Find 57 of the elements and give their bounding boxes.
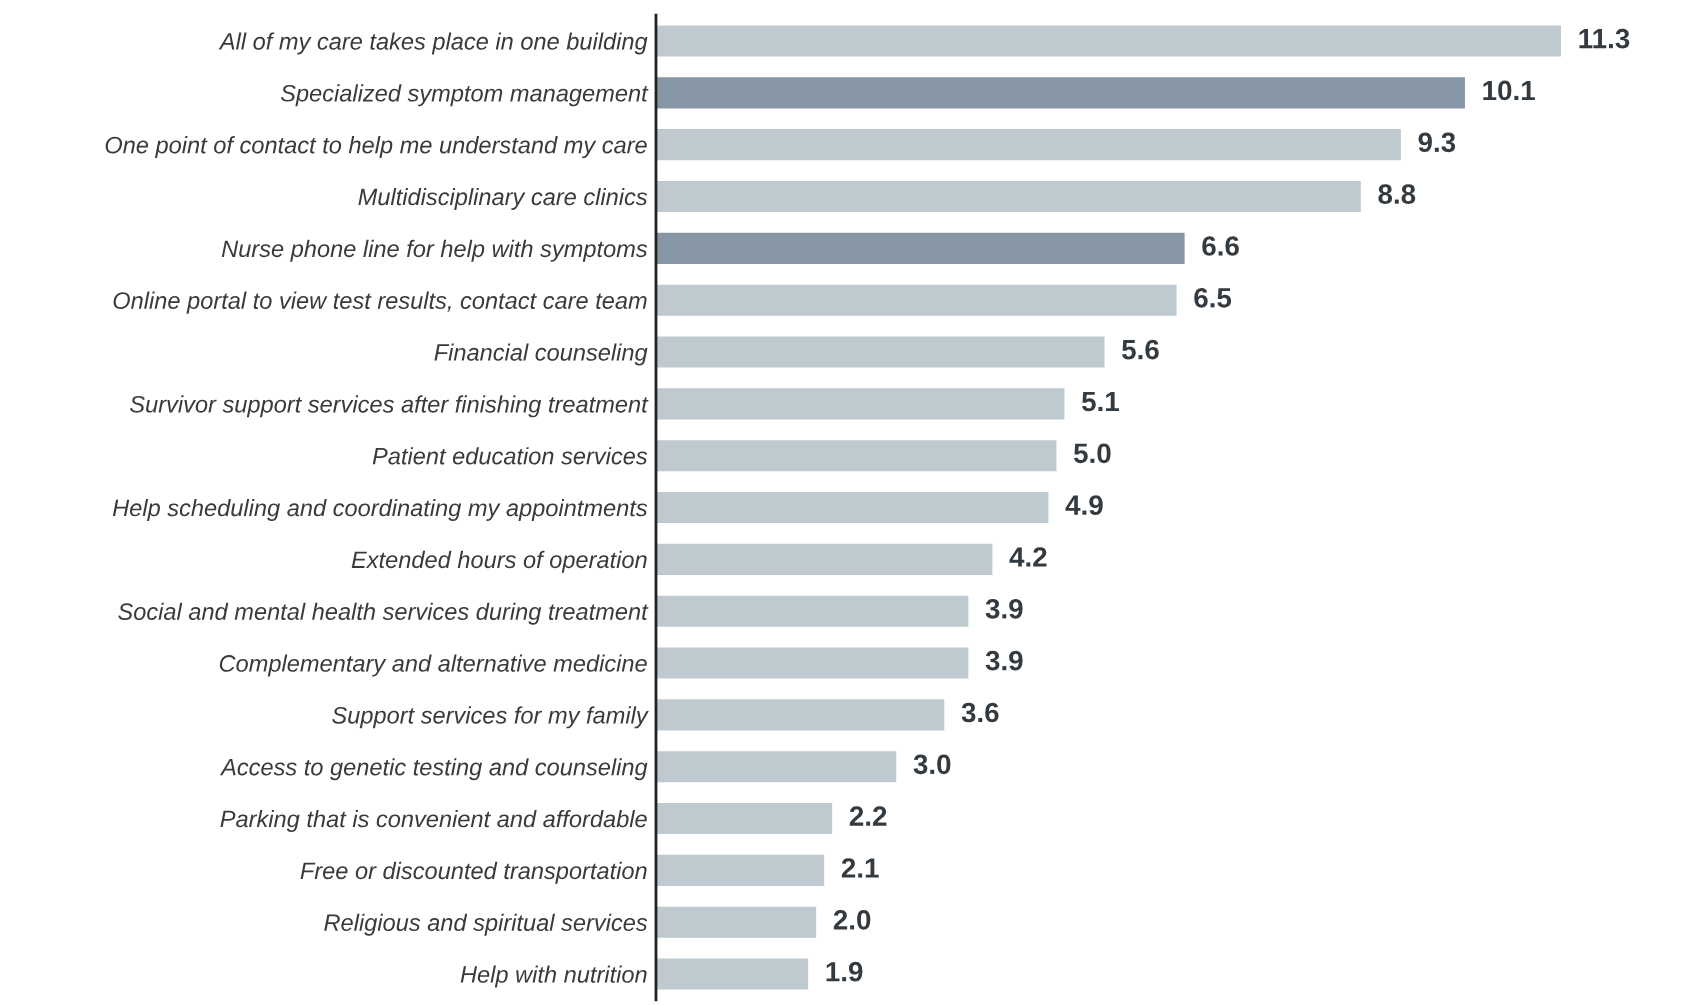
data-label: 5.6 — [1122, 339, 1159, 360]
data-label: 4.2 — [1009, 547, 1047, 567]
y-tick-label: All of my care takes place in one building — [218, 32, 648, 55]
bar — [655, 543, 993, 575]
bar — [655, 854, 825, 886]
data-label: 5.0 — [1073, 443, 1111, 464]
y-tick-label: Religious and spiritual services — [324, 913, 648, 936]
data-label: 8.8 — [1378, 184, 1416, 204]
data-label: 2.2 — [849, 806, 887, 826]
y-tick-label: Nurse phone line for help with symptoms — [221, 239, 648, 262]
bar — [655, 77, 1465, 109]
bar — [655, 232, 1185, 264]
y-tick-label: Survivor support services after finishing treatment — [130, 395, 649, 418]
y-tick-label: Help with nutrition — [460, 965, 647, 988]
data-label: 3.9 — [985, 650, 1023, 671]
bar — [655, 336, 1105, 368]
bar — [655, 440, 1057, 472]
data-label: 2.0 — [833, 910, 871, 930]
y-tick-label: Extended hours of operation — [351, 550, 647, 573]
bar — [655, 491, 1049, 524]
y-tick-label: Specialized symptom management — [280, 84, 649, 107]
data-label: 1.9 — [826, 961, 863, 982]
bar — [655, 180, 1361, 213]
data-label: 4.9 — [1065, 495, 1103, 515]
bar — [655, 958, 809, 990]
y-tick-label: Social and mental health services during treatment — [118, 602, 649, 625]
bar — [655, 388, 1065, 420]
bar — [655, 25, 1562, 57]
bar — [655, 906, 817, 938]
data-label: 9.3 — [1418, 132, 1456, 153]
y-tick-label: Free or discounted transportation — [300, 861, 647, 884]
y-tick-label: Complementary and alternative medicine — [219, 654, 647, 677]
data-label: 3.6 — [961, 702, 999, 723]
y-tick-label: Support services for my family — [332, 706, 649, 729]
y-tick-label: Access to genetic testing and counseling — [219, 758, 648, 781]
data-label: 6.5 — [1194, 287, 1232, 308]
y-tick-label: Patient education services — [372, 447, 648, 465]
data-label: 10.1 — [1483, 80, 1535, 101]
data-label: 3.0 — [913, 754, 951, 775]
bar — [655, 647, 969, 679]
data-label: 5.1 — [1081, 391, 1119, 412]
bar — [655, 803, 833, 835]
bar — [655, 284, 1177, 316]
y-tick-label: Multidisciplinary care clinics — [358, 187, 648, 210]
data-label: 6.6 — [1202, 236, 1239, 256]
data-label: 2.1 — [841, 858, 879, 878]
bar — [655, 595, 969, 627]
y-tick-label: Online portal to view test results, contact care team — [113, 291, 647, 314]
y-tick-label: Help scheduling and coordinating my appointments — [112, 498, 648, 521]
bar — [655, 699, 945, 731]
data-label: 3.9 — [985, 598, 1023, 619]
bar — [655, 129, 1401, 161]
y-tick-label: Parking that is convenient and affordable — [220, 809, 647, 832]
y-tick-label: Financial counseling — [434, 343, 648, 366]
y-tick-label: One point of contact to help me understand my care — [105, 136, 647, 159]
bar — [655, 751, 897, 783]
data-label: 11.3 — [1579, 28, 1630, 49]
